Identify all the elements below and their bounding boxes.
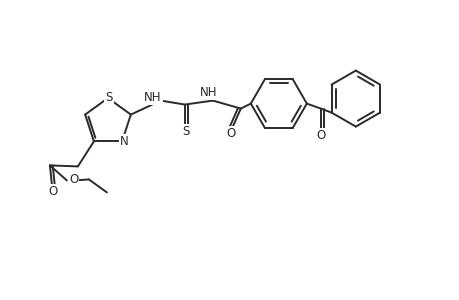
Text: S: S (105, 91, 112, 103)
Text: N: N (119, 135, 128, 148)
Text: S: S (182, 125, 189, 138)
Text: O: O (226, 127, 235, 140)
Text: NH: NH (144, 91, 161, 104)
Text: NH: NH (200, 86, 217, 99)
Text: O: O (69, 173, 78, 186)
Text: O: O (315, 129, 325, 142)
Text: O: O (48, 185, 57, 198)
